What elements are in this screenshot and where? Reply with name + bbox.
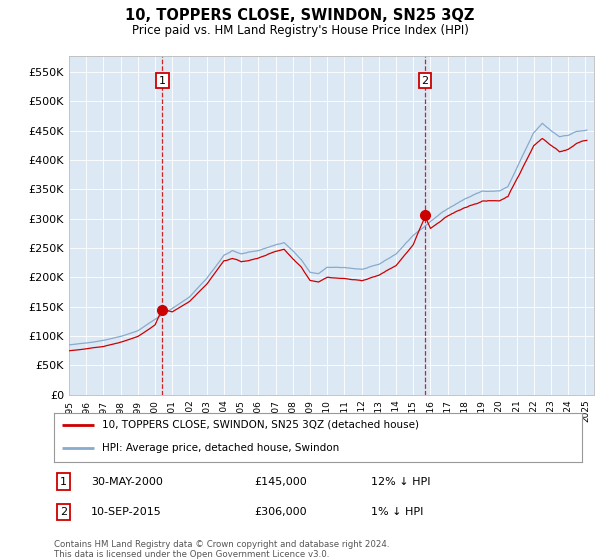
Text: 10, TOPPERS CLOSE, SWINDON, SN25 3QZ (detached house): 10, TOPPERS CLOSE, SWINDON, SN25 3QZ (de… [101, 419, 419, 430]
Text: 30-MAY-2000: 30-MAY-2000 [91, 477, 163, 487]
Text: 2: 2 [422, 76, 429, 86]
Text: 10-SEP-2015: 10-SEP-2015 [91, 507, 162, 517]
Text: 1: 1 [60, 477, 67, 487]
Text: Contains HM Land Registry data © Crown copyright and database right 2024.
This d: Contains HM Land Registry data © Crown c… [54, 540, 389, 559]
Text: Price paid vs. HM Land Registry's House Price Index (HPI): Price paid vs. HM Land Registry's House … [131, 24, 469, 36]
Text: £306,000: £306,000 [254, 507, 307, 517]
Text: 1: 1 [159, 76, 166, 86]
Text: 10, TOPPERS CLOSE, SWINDON, SN25 3QZ: 10, TOPPERS CLOSE, SWINDON, SN25 3QZ [125, 8, 475, 24]
Text: HPI: Average price, detached house, Swindon: HPI: Average price, detached house, Swin… [101, 443, 339, 453]
Text: 1% ↓ HPI: 1% ↓ HPI [371, 507, 423, 517]
Text: 2: 2 [60, 507, 67, 517]
Text: 12% ↓ HPI: 12% ↓ HPI [371, 477, 430, 487]
Text: £145,000: £145,000 [254, 477, 307, 487]
